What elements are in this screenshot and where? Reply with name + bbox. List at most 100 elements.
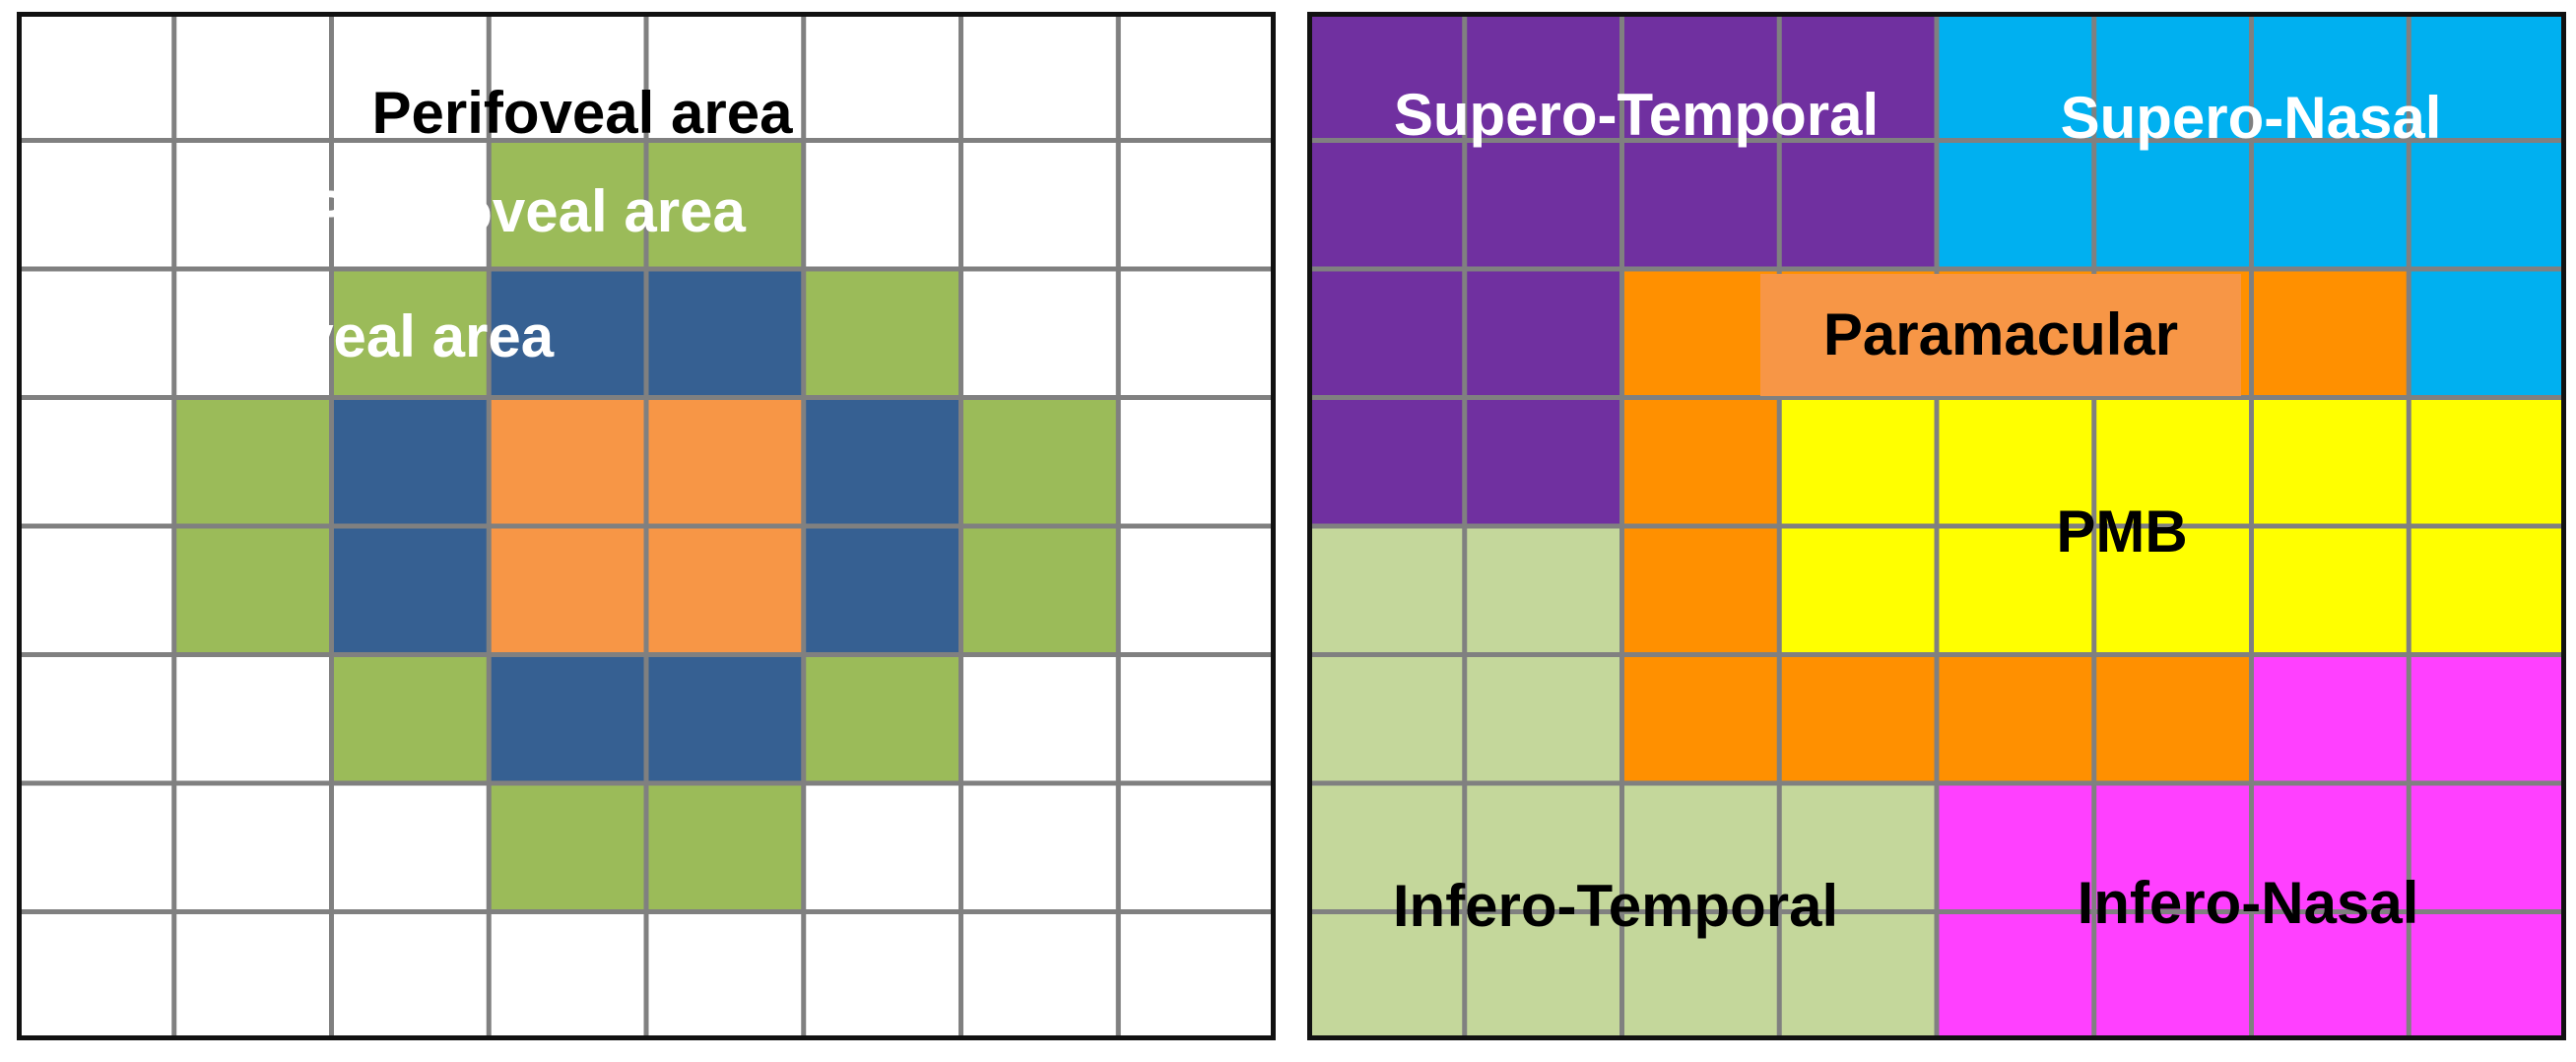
left-cell-5-4 <box>646 654 804 783</box>
left-cell-7-2 <box>331 911 490 1040</box>
left-cell-6-3 <box>489 783 646 912</box>
right-cell-7-3 <box>1779 911 1937 1040</box>
left-cell-0-2 <box>331 12 490 141</box>
right-cell-5-0 <box>1307 654 1465 783</box>
right-cell-4-6 <box>2251 526 2410 655</box>
left-cell-7-3 <box>489 911 646 1040</box>
right-cell-7-1 <box>1464 911 1622 1040</box>
left-cell-2-5 <box>803 269 961 398</box>
right-cell-4-1 <box>1464 526 1622 655</box>
left-cell-0-7 <box>1118 12 1276 141</box>
left-cell-0-6 <box>960 12 1119 141</box>
right-cell-5-4 <box>1937 654 2094 783</box>
left-cell-2-1 <box>173 269 332 398</box>
left-cell-6-1 <box>173 783 332 912</box>
retinal-sector-grid: Paramacular Supero-Temporal Supero-Nasal… <box>1307 12 2566 1040</box>
infero-temporal-label: Infero-Temporal <box>1392 873 1839 939</box>
right-cell-4-7 <box>2409 526 2566 655</box>
foveal-area-label: Foveal area <box>228 303 555 369</box>
right-cell-4-4 <box>1937 526 2094 655</box>
right-cell-6-1 <box>1464 783 1622 912</box>
right-cell-4-2 <box>1621 526 1780 655</box>
right-cell-3-3 <box>1779 397 1937 526</box>
left-cell-1-2 <box>331 140 490 269</box>
right-cell-3-2 <box>1621 397 1780 526</box>
left-cell-4-0 <box>17 526 174 655</box>
right-cell-3-5 <box>2093 397 2252 526</box>
left-cell-0-1 <box>173 12 332 141</box>
left-cell-0-4 <box>646 12 804 141</box>
left-cell-2-6 <box>960 269 1119 398</box>
right-cell-3-4 <box>1937 397 2094 526</box>
left-cell-2-3 <box>489 269 646 398</box>
right-cell-0-5 <box>2093 12 2252 141</box>
right-cell-5-5 <box>2093 654 2252 783</box>
left-cell-7-1 <box>173 911 332 1040</box>
right-cell-0-3 <box>1779 12 1937 141</box>
right-cell-1-0 <box>1307 140 1465 269</box>
right-cell-5-3 <box>1779 654 1937 783</box>
right-cell-0-4 <box>1937 12 2094 141</box>
left-cell-3-3 <box>489 397 646 526</box>
right-cell-7-2 <box>1621 911 1780 1040</box>
right-cell-2-7 <box>2409 269 2566 398</box>
right-cell-3-0 <box>1307 397 1465 526</box>
left-cell-6-5 <box>803 783 961 912</box>
left-cell-7-6 <box>960 911 1119 1040</box>
right-cell-5-1 <box>1464 654 1622 783</box>
left-cell-4-7 <box>1118 526 1276 655</box>
left-cell-7-5 <box>803 911 961 1040</box>
left-cell-2-2 <box>331 269 490 398</box>
supero-nasal-label: Supero-Nasal <box>2060 85 2442 151</box>
left-cell-5-7 <box>1118 654 1276 783</box>
left-cell-1-6 <box>960 140 1119 269</box>
left-cell-1-7 <box>1118 140 1276 269</box>
left-cell-1-4 <box>646 140 804 269</box>
right-cell-5-2 <box>1621 654 1780 783</box>
right-cell-4-3 <box>1779 526 1937 655</box>
right-cell-7-6 <box>2251 911 2410 1040</box>
right-cell-2-0 <box>1307 269 1465 398</box>
left-cell-3-0 <box>17 397 174 526</box>
right-cell-5-6 <box>2251 654 2410 783</box>
right-cell-1-4 <box>1937 140 2094 269</box>
right-cell-6-4 <box>1937 783 2094 912</box>
right-cell-1-2 <box>1621 140 1780 269</box>
left-cell-4-1 <box>173 526 332 655</box>
right-cell-5-7 <box>2409 654 2566 783</box>
left-cell-1-3 <box>489 140 646 269</box>
left-cell-3-7 <box>1118 397 1276 526</box>
right-cell-6-2 <box>1621 783 1780 912</box>
left-cell-1-5 <box>803 140 961 269</box>
left-cell-5-0 <box>17 654 174 783</box>
right-cell-7-0 <box>1307 911 1465 1040</box>
left-cell-6-6 <box>960 783 1119 912</box>
right-cell-1-1 <box>1464 140 1622 269</box>
right-cell-7-4 <box>1937 911 2094 1040</box>
right-cell-6-0 <box>1307 783 1465 912</box>
right-cell-0-0 <box>1307 12 1465 141</box>
right-cell-6-7 <box>2409 783 2566 912</box>
left-cell-5-1 <box>173 654 332 783</box>
left-cell-0-0 <box>17 12 174 141</box>
right-cell-6-5 <box>2093 783 2252 912</box>
supero-temporal-label: Supero-Temporal <box>1393 82 1880 148</box>
right-cell-2-1 <box>1464 269 1622 398</box>
right-cell-1-5 <box>2093 140 2252 269</box>
left-cell-7-4 <box>646 911 804 1040</box>
right-grid-cells <box>1307 12 2566 1040</box>
right-cell-1-6 <box>2251 140 2410 269</box>
left-cell-4-5 <box>803 526 961 655</box>
right-cell-4-5 <box>2093 526 2252 655</box>
perifoveal-area-label: Perifoveal area <box>371 80 793 146</box>
left-cell-2-4 <box>646 269 804 398</box>
right-cell-6-3 <box>1779 783 1937 912</box>
left-cell-4-4 <box>646 526 804 655</box>
left-cell-1-0 <box>17 140 174 269</box>
left-cell-6-4 <box>646 783 804 912</box>
parafoveal-area-label: Parafoveal area <box>308 178 746 244</box>
pmb-label: PMB <box>2056 498 2188 564</box>
right-cell-4-0 <box>1307 526 1465 655</box>
left-cell-4-6 <box>960 526 1119 655</box>
left-cell-7-0 <box>17 911 174 1040</box>
